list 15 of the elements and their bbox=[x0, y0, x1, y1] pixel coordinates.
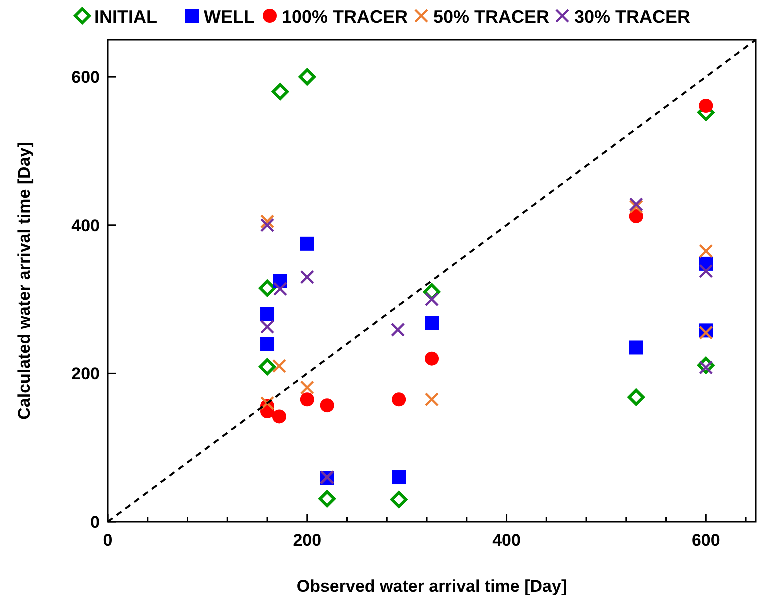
y-tick-label: 200 bbox=[72, 364, 100, 384]
x-axis-title: Observed water arrival time [Day] bbox=[296, 577, 568, 596]
legend-label: 30% TRACER bbox=[574, 7, 691, 27]
x-tick-label: 600 bbox=[692, 531, 720, 550]
y-tick-label: 600 bbox=[72, 68, 100, 88]
y-tick-label: 0 bbox=[90, 513, 100, 532]
legend-label: INITIAL bbox=[94, 7, 158, 27]
legend-label: 50% TRACER bbox=[434, 7, 550, 27]
x-tick-label: 0 bbox=[103, 531, 113, 550]
legend-label: WELL bbox=[204, 7, 255, 27]
y-tick-label: 400 bbox=[72, 216, 100, 236]
legend-label: 100% TRACER bbox=[282, 7, 408, 27]
x-tick-label: 200 bbox=[293, 531, 322, 550]
x-tick-label: 400 bbox=[492, 531, 521, 550]
y-axis-title: Calculated water arrival time [Day] bbox=[15, 142, 34, 420]
